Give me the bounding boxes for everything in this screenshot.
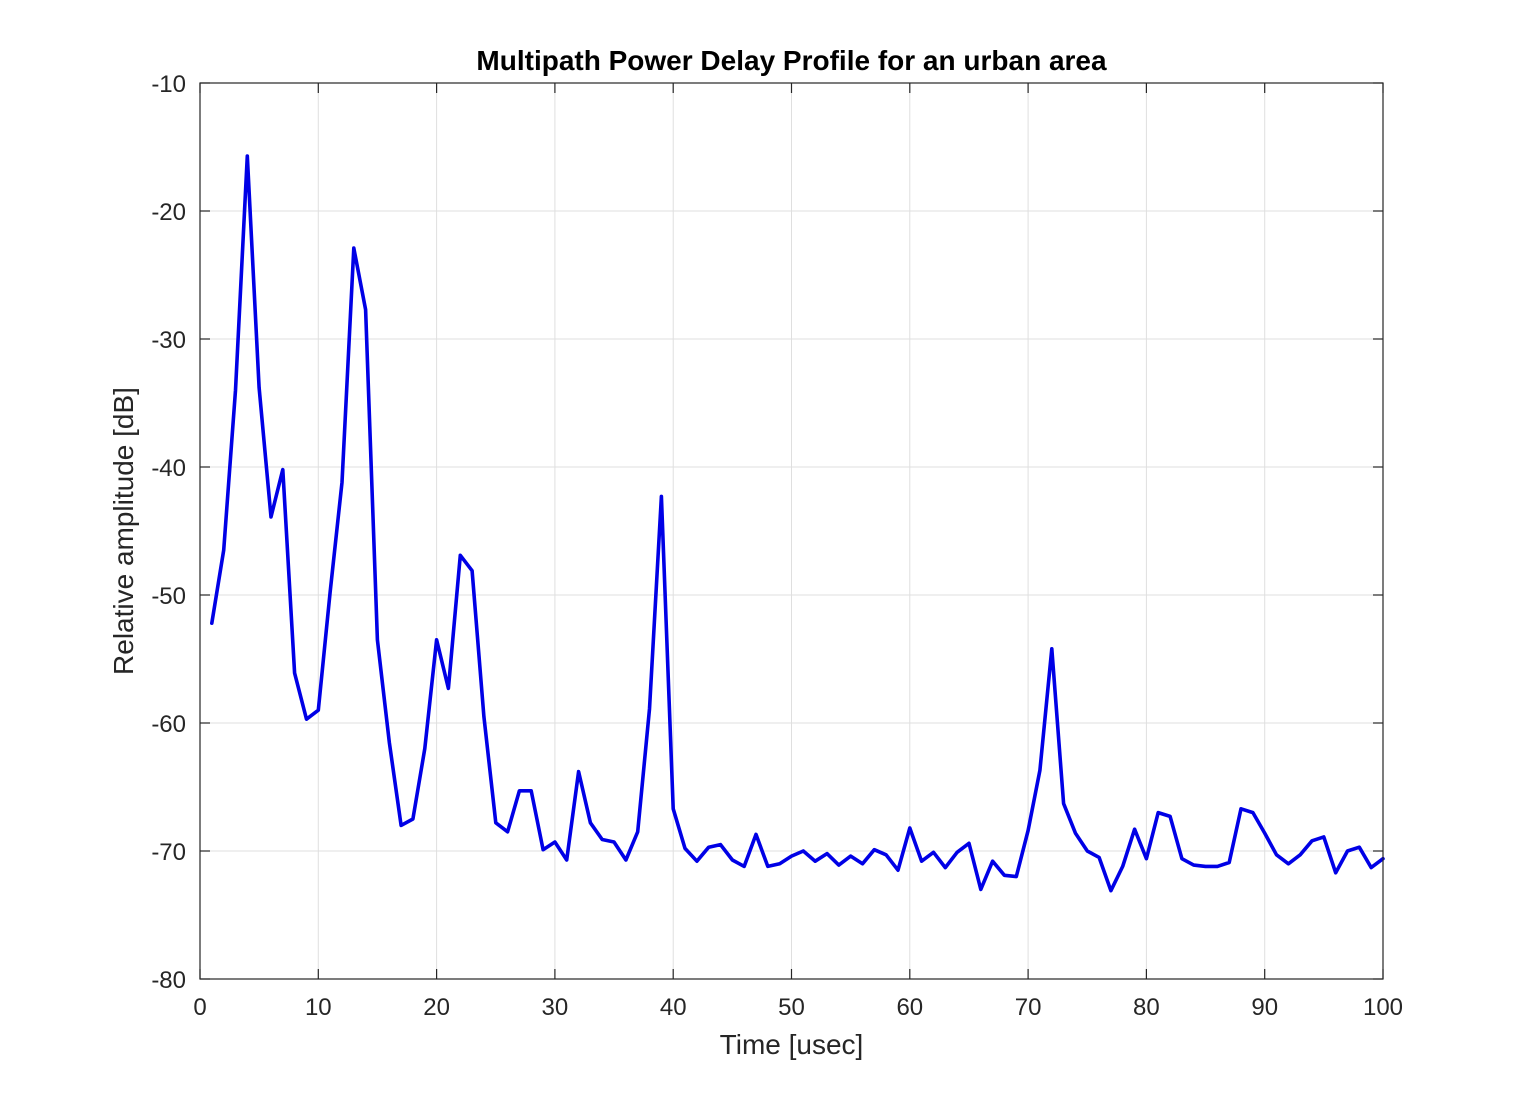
x-tick-label: 20: [423, 994, 450, 1021]
x-tick-label: 60: [896, 994, 923, 1021]
ticks: 0 10 20 30 40 50 60 70 80 90 100 -80 -70 -60 -50 -40 -30…: [151, 71, 1403, 1021]
x-tick-label: 90: [1251, 994, 1278, 1021]
y-tick-label: -60: [151, 711, 186, 738]
x-tick-label: 100: [1363, 994, 1403, 1021]
x-tick-label: 0: [193, 994, 206, 1021]
x-tick-label: 30: [542, 994, 569, 1021]
y-axis-label: Relative amplitude [dB]: [108, 387, 139, 675]
x-axis-label: Time [usec]: [720, 1029, 864, 1060]
y-tick-label: -80: [151, 967, 186, 994]
x-tick-label: 50: [778, 994, 805, 1021]
y-tick-label: -20: [151, 199, 186, 226]
y-tick-label: -10: [151, 71, 186, 98]
x-tick-label: 40: [660, 994, 687, 1021]
grid: [199, 82, 1384, 980]
x-tick-label: 10: [305, 994, 332, 1021]
y-tick-label: -40: [151, 455, 186, 482]
chart-title: Multipath Power Delay Profile for an urb…: [476, 45, 1107, 76]
x-tick-label: 70: [1015, 994, 1042, 1021]
series-line: [210, 154, 1385, 893]
y-tick-label: -30: [151, 327, 186, 354]
y-tick-label: -50: [151, 583, 186, 610]
y-tick-label: -70: [151, 839, 186, 866]
series-layer: [210, 154, 1385, 893]
x-tick-label: 80: [1133, 994, 1160, 1021]
